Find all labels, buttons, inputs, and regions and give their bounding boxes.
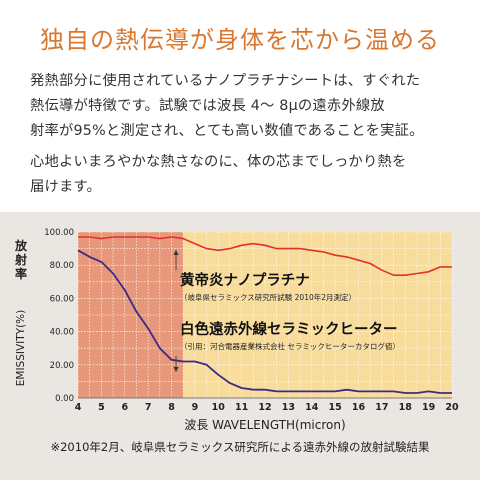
x-tick-label: 14	[305, 402, 319, 413]
arrow-ceramic-head	[173, 367, 179, 372]
x-tick-label: 4	[75, 402, 82, 413]
x-tick-label: 12	[258, 402, 271, 413]
x-tick-label: 8	[168, 402, 175, 413]
benefit-line: 心地よいまろやかな熱さなのに、体の芯までしっかり熱を	[30, 154, 407, 170]
intro-line: 発熱部分に使用されているナノプラチナシートは、すぐれた	[30, 73, 421, 89]
y-axis-label-jp-char: 率	[15, 266, 27, 281]
x-tick-label: 5	[98, 402, 105, 413]
series-sublabel-ceramic: （引用：河合電器産業株式会社 セラミックヒーターカタログ値）	[180, 341, 400, 351]
benefit-paragraph: 心地よいまろやかな熱さなのに、体の芯までしっかり熱を 届けます。	[30, 150, 460, 200]
x-tick-label: 18	[399, 402, 413, 413]
y-tick-label: 80.00	[50, 261, 74, 271]
intro-line: 熱伝導が特徴です。試験では波長 4～ 8μの遠赤外線放	[30, 98, 385, 114]
y-axis-label: EMISSIVITY(%)	[15, 310, 27, 387]
series-sublabel-platinum: （岐阜県セラミックス研究所試験 2010年2月測定）	[180, 292, 356, 302]
series-line-ceramic	[77, 249, 452, 394]
x-tick-label: 11	[235, 402, 248, 413]
x-tick-label: 10	[212, 402, 226, 413]
footnote: ※2010年2月、岐阜県セラミックス研究所による遠赤外線の放射試験結果	[50, 440, 430, 454]
y-tick-label: 0.00	[55, 394, 74, 404]
x-tick-label: 19	[422, 402, 435, 413]
x-tick-label: 6	[121, 402, 128, 413]
y-tick-label: 20.00	[50, 361, 74, 371]
arrow-platinum-head	[173, 250, 179, 255]
y-tick-label: 40.00	[50, 328, 74, 338]
benefit-line: 届けます。	[30, 179, 102, 195]
y-axis-label-jp-char: 放	[14, 238, 28, 253]
headline: 独自の熱伝導が身体を芯から温める	[40, 26, 440, 54]
y-axis-label-jp-char: 射	[14, 252, 27, 267]
series-label-ceramic: 白色遠赤外線セラミックヒーター	[180, 320, 398, 338]
x-tick-label: 17	[375, 402, 388, 413]
intro-paragraph: 発熱部分に使用されているナノプラチナシートは、すぐれた 熱伝導が特徴です。試験で…	[30, 69, 460, 144]
x-tick-label: 16	[352, 402, 366, 413]
x-tick-label: 15	[329, 402, 342, 413]
x-tick-label: 13	[282, 402, 295, 413]
series-line-platinum	[78, 236, 452, 277]
x-axis-label: 波長 WAVELENGTH(micron)	[184, 418, 345, 432]
y-tick-label: 60.00	[50, 294, 74, 304]
x-tick-label: 20	[445, 402, 459, 413]
intro-line: 射率が95%と測定され、とても高い数値であることを実証。	[30, 123, 424, 139]
x-tick-label: 9	[192, 402, 199, 413]
x-tick-label: 7	[145, 402, 152, 413]
y-tick-label: 100.00	[44, 228, 74, 238]
series-label-platinum: 黄帝炎ナノプラチナ	[180, 271, 310, 289]
